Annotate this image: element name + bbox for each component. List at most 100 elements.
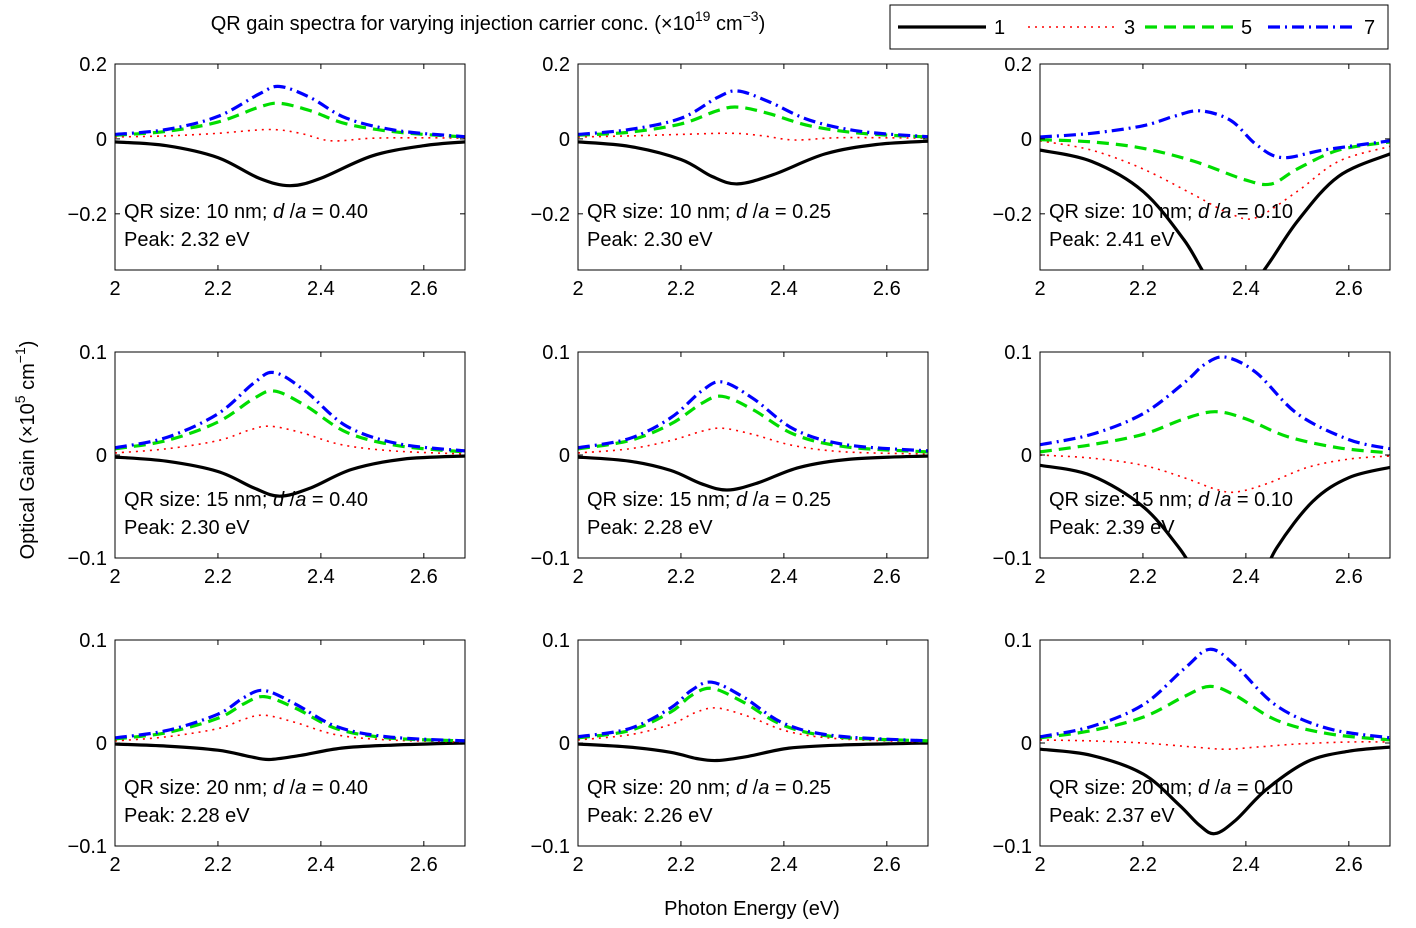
x-tick-label: 2 <box>109 566 120 588</box>
x-tick-label: 2.4 <box>1232 278 1260 300</box>
legend-entry-1: 1 <box>898 17 1005 39</box>
x-tick-label: 2.4 <box>1232 566 1260 588</box>
subplot-7: 2 2.2 2.4 2.6 0.1 0 −0.1 QR size: 20 nm; d /a =… <box>68 630 466 876</box>
series-line-5 <box>115 389 465 454</box>
peak-annotation: Peak: 2.30 eV <box>587 229 713 251</box>
size-annotation: QR size: 10 nm; d /a = 0.25 <box>587 201 831 223</box>
series-line-5 <box>578 686 928 743</box>
subplot-3: 2 2.2 2.4 2.6 0.2 0 −0.2 QR size: 10 nm; d /a =… <box>993 54 1391 300</box>
x-tick-label: 2.6 <box>1335 854 1363 876</box>
series-group <box>115 688 465 762</box>
series-line-1 <box>115 741 465 762</box>
y-tick-label: 0 <box>559 733 570 755</box>
size-annotation: QR size: 10 nm; d /a = 0.10 <box>1049 201 1293 223</box>
x-tick-label: 2.4 <box>1232 854 1260 876</box>
series-line-7 <box>115 84 465 139</box>
y-tick-label: −0.1 <box>68 836 107 858</box>
y-tick-label: −0.2 <box>993 204 1032 226</box>
peak-annotation: Peak: 2.32 eV <box>124 229 250 251</box>
peak-annotation: Peak: 2.28 eV <box>587 517 713 539</box>
peak-annotation: Peak: 2.26 eV <box>587 805 713 827</box>
y-tick-label: −0.1 <box>531 836 570 858</box>
x-tick-label: 2.2 <box>204 278 232 300</box>
x-tick-label: 2 <box>109 278 120 300</box>
x-tick-label: 2.6 <box>1335 278 1363 300</box>
peak-annotation: Peak: 2.28 eV <box>124 805 250 827</box>
y-tick-label: 0.1 <box>79 630 107 652</box>
series-line-5 <box>115 694 465 743</box>
series-group <box>1040 109 1390 270</box>
x-tick-label: 2.4 <box>770 854 798 876</box>
y-tick-label: 0.1 <box>1004 342 1032 364</box>
legend-entry-5: 5 <box>1145 17 1252 39</box>
series-line-5 <box>1040 684 1390 742</box>
peak-annotation: Peak: 2.37 eV <box>1049 805 1175 827</box>
series-group <box>578 380 928 492</box>
x-tick-label: 2.6 <box>410 278 438 300</box>
axes-frame <box>1039 63 1391 271</box>
y-tick-label: 0 <box>1021 445 1032 467</box>
subplot-5: 2 2.2 2.4 2.6 0.1 0 −0.1 QR size: 15 nm; d /a =… <box>531 342 929 588</box>
series-group <box>115 370 465 498</box>
y-tick-label: 0.2 <box>79 54 107 76</box>
y-tick-label: 0.2 <box>1004 54 1032 76</box>
subplot-8: 2 2.2 2.4 2.6 0.1 0 −0.1 QR size: 20 nm; d /a =… <box>531 630 929 876</box>
series-line-7 <box>115 688 465 743</box>
series-line-1 <box>1040 463 1390 558</box>
series-line-5 <box>1040 410 1390 455</box>
series-line-5 <box>115 101 465 139</box>
series-line-1 <box>1040 745 1390 836</box>
y-tick-label: 0 <box>1021 733 1032 755</box>
x-tick-label: 2 <box>1034 854 1045 876</box>
axes-frame <box>577 63 929 271</box>
y-tick-label: −0.1 <box>531 548 570 570</box>
size-annotation: QR size: 20 nm; d /a = 0.10 <box>1049 777 1293 799</box>
y-tick-label: 0 <box>96 129 107 151</box>
y-tick-label: 0 <box>96 445 107 467</box>
peak-annotation: Peak: 2.39 eV <box>1049 517 1175 539</box>
series-group <box>1040 647 1390 836</box>
series-line-1 <box>578 741 928 763</box>
x-tick-label: 2.4 <box>307 278 335 300</box>
legend-label-1: 1 <box>994 17 1005 39</box>
series-line-3 <box>115 425 465 455</box>
x-tick-label: 2.6 <box>873 854 901 876</box>
y-axis-label: Optical Gain (×105 cm−1) <box>12 341 39 560</box>
series-line-1 <box>1040 148 1390 270</box>
series-line-3 <box>1040 454 1390 494</box>
size-annotation: QR size: 15 nm; d /a = 0.25 <box>587 489 831 511</box>
x-tick-label: 2.4 <box>307 854 335 876</box>
x-tick-label: 2 <box>572 566 583 588</box>
peak-annotation: Peak: 2.30 eV <box>124 517 250 539</box>
y-tick-label: −0.1 <box>68 548 107 570</box>
x-tick-label: 2.2 <box>204 566 232 588</box>
size-annotation: QR size: 15 nm; d /a = 0.40 <box>124 489 368 511</box>
series-line-5 <box>1040 138 1390 187</box>
series-group <box>1040 355 1390 558</box>
series-line-7 <box>578 380 928 453</box>
subplot-9: 2 2.2 2.4 2.6 0.1 0 −0.1 QR size: 20 nm; d /a =… <box>993 630 1391 876</box>
y-tick-label: 0.1 <box>542 630 570 652</box>
series-line-7 <box>578 680 928 743</box>
x-tick-label: 2.6 <box>410 566 438 588</box>
size-annotation: QR size: 20 nm; d /a = 0.25 <box>587 777 831 799</box>
series-line-7 <box>1040 109 1390 160</box>
size-annotation: QR size: 15 nm; d /a = 0.10 <box>1049 489 1293 511</box>
x-tick-label: 2.2 <box>667 566 695 588</box>
series-line-7 <box>1040 647 1390 740</box>
x-tick-label: 2 <box>572 854 583 876</box>
series-group <box>578 89 928 186</box>
y-tick-label: 0.1 <box>1004 630 1032 652</box>
x-tick-label: 2.6 <box>873 278 901 300</box>
subplot-4: 2 2.2 2.4 2.6 0.1 0 −0.1 QR size: 15 nm; d /a =… <box>68 342 466 588</box>
y-tick-label: 0.1 <box>542 342 570 364</box>
series-line-5 <box>578 105 928 139</box>
peak-annotation: Peak: 2.41 eV <box>1049 229 1175 251</box>
y-tick-label: −0.2 <box>531 204 570 226</box>
x-tick-label: 2.4 <box>770 278 798 300</box>
size-annotation: QR size: 20 nm; d /a = 0.40 <box>124 777 368 799</box>
y-tick-label: 0 <box>1021 129 1032 151</box>
series-line-3 <box>115 128 465 142</box>
figure-title: QR gain spectra for varying injection ca… <box>211 8 766 35</box>
